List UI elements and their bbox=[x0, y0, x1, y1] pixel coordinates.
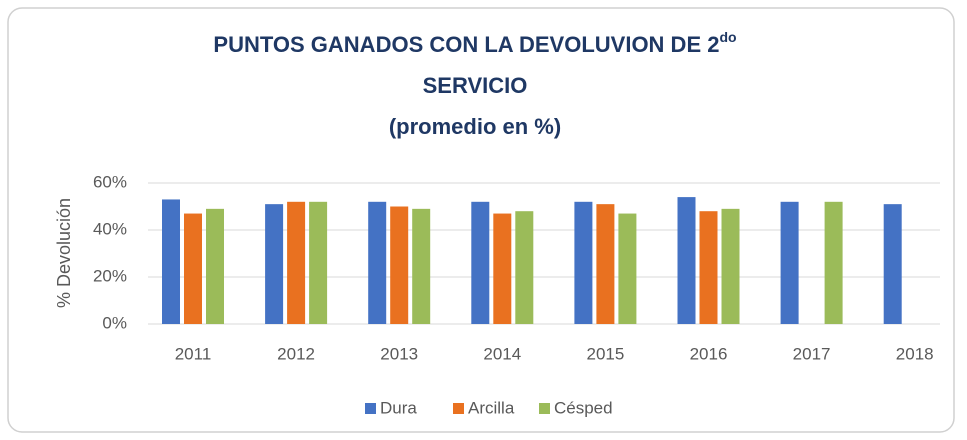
title-text: PUNTOS GANADOS CON LA DEVOLUVION DE 2 bbox=[213, 32, 719, 57]
legend-swatch bbox=[453, 403, 464, 414]
bar bbox=[309, 201, 328, 324]
bar bbox=[515, 211, 534, 324]
x-tick-label: 2016 bbox=[690, 344, 728, 363]
y-tick-label: 60% bbox=[93, 172, 127, 191]
bar bbox=[677, 197, 696, 324]
x-tick-label: 2012 bbox=[277, 344, 315, 363]
bar bbox=[574, 201, 593, 324]
bar bbox=[699, 211, 718, 324]
bar bbox=[287, 201, 306, 324]
y-tick-label: 0% bbox=[102, 313, 127, 332]
y-axis-label: % Devolución bbox=[54, 198, 74, 308]
y-tick-label: 20% bbox=[93, 266, 127, 285]
y-tick-label: 40% bbox=[93, 219, 127, 238]
bar bbox=[265, 204, 284, 324]
bar bbox=[206, 208, 224, 324]
bar bbox=[184, 213, 202, 324]
bar bbox=[471, 201, 490, 324]
x-tick-label: 2018 bbox=[896, 344, 934, 363]
chart-subtitle: (promedio en %) bbox=[389, 114, 561, 139]
legend-label: Césped bbox=[554, 398, 613, 417]
bar bbox=[883, 204, 902, 324]
bar bbox=[780, 201, 799, 324]
x-tick-label: 2013 bbox=[380, 344, 418, 363]
bar bbox=[162, 199, 180, 324]
bar bbox=[390, 206, 409, 324]
legend-swatch bbox=[365, 403, 376, 414]
legend-swatch bbox=[539, 403, 550, 414]
bar bbox=[412, 208, 431, 324]
x-tick-label: 2017 bbox=[793, 344, 831, 363]
bar bbox=[618, 213, 637, 324]
bar bbox=[493, 213, 512, 324]
x-tick-label: 2014 bbox=[483, 344, 521, 363]
bar bbox=[596, 204, 615, 324]
bar bbox=[824, 201, 843, 324]
chart-title-line2: SERVICIO bbox=[423, 73, 528, 98]
chart-title: PUNTOS GANADOS CON LA DEVOLUVION DE 2do bbox=[213, 29, 736, 57]
legend-label: Arcilla bbox=[468, 398, 515, 417]
x-tick-label: 2015 bbox=[586, 344, 624, 363]
title-superscript: do bbox=[719, 29, 736, 45]
bar bbox=[368, 201, 387, 324]
x-tick-label: 2011 bbox=[175, 344, 212, 363]
legend-label: Dura bbox=[380, 398, 417, 417]
bar bbox=[721, 208, 740, 324]
